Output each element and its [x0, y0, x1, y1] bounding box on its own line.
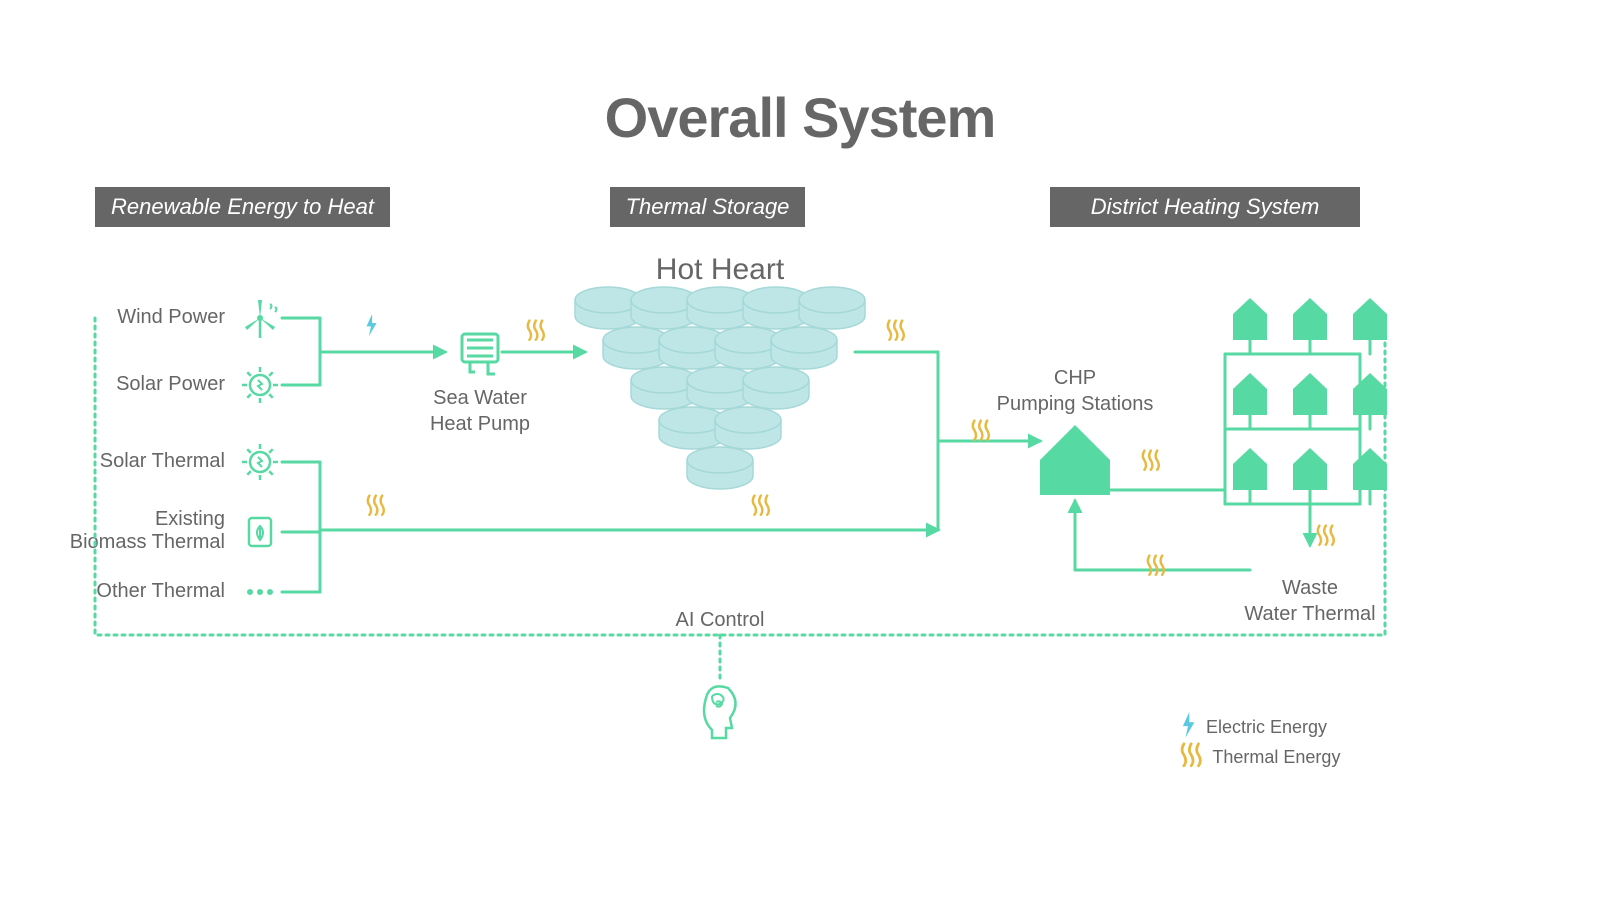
- house-icon: [1353, 448, 1387, 490]
- hot-heart-label: Hot Heart: [600, 250, 840, 289]
- heat-pump-label: Sea WaterHeat Pump: [410, 385, 550, 437]
- lightning-icon: [1180, 712, 1196, 743]
- house-icon: [1353, 298, 1387, 340]
- solar-icon: [242, 367, 278, 403]
- heat-wave-icon: [1316, 524, 1356, 564]
- chp-label: CHPPumping Stations: [985, 365, 1165, 417]
- ellipsis-icon: [247, 589, 273, 595]
- hot-heart-storage: [575, 287, 865, 489]
- legend-thermal-label: Thermal Energy: [1212, 747, 1340, 768]
- heat-wave-icon: [1141, 449, 1181, 489]
- ai-brain-icon: [704, 686, 736, 738]
- waste-water-label: WasteWater Thermal: [1230, 575, 1390, 627]
- section-header-storage: Thermal Storage: [610, 187, 805, 227]
- legend-electric: Electric Energy: [1180, 712, 1327, 743]
- source-label: Solar Thermal: [25, 450, 225, 473]
- house-icon: [1353, 373, 1387, 415]
- heat-wave-icon: [751, 494, 791, 534]
- heat-wave-icon: [1146, 554, 1186, 594]
- house-icon: [1293, 448, 1327, 490]
- house-icon: [1233, 373, 1267, 415]
- source-label: ExistingBiomass Thermal: [25, 508, 225, 554]
- source-label: Other Thermal: [25, 580, 225, 603]
- heat-wave-icon: [971, 419, 1011, 459]
- house-icon: [1293, 373, 1327, 415]
- diagram-title: Overall System: [0, 85, 1600, 150]
- heat-pump-icon: [462, 334, 498, 374]
- heat-wave-icon: [1180, 742, 1202, 773]
- source-label: Wind Power: [25, 306, 225, 329]
- chp-station: [1040, 425, 1110, 495]
- house-icon: [1293, 298, 1327, 340]
- heat-wave-icon: [526, 319, 566, 359]
- heat-wave-icon: [366, 494, 406, 534]
- house-icon: [1233, 448, 1267, 490]
- source-label: Solar Power: [25, 373, 225, 396]
- biomass-icon: [249, 518, 271, 546]
- section-header-district: District Heating System: [1050, 187, 1360, 227]
- wind-turbine-icon: [245, 300, 277, 338]
- house-icon: [1233, 298, 1267, 340]
- heat-wave-icon: [886, 319, 926, 359]
- section-header-renewable: Renewable Energy to Heat: [95, 187, 390, 227]
- legend-thermal: Thermal Energy: [1180, 742, 1340, 773]
- lightning-icon: [364, 314, 404, 354]
- legend-electric-label: Electric Energy: [1206, 717, 1327, 738]
- solar-icon: [242, 444, 278, 480]
- ai-control-label: AI Control: [640, 607, 800, 633]
